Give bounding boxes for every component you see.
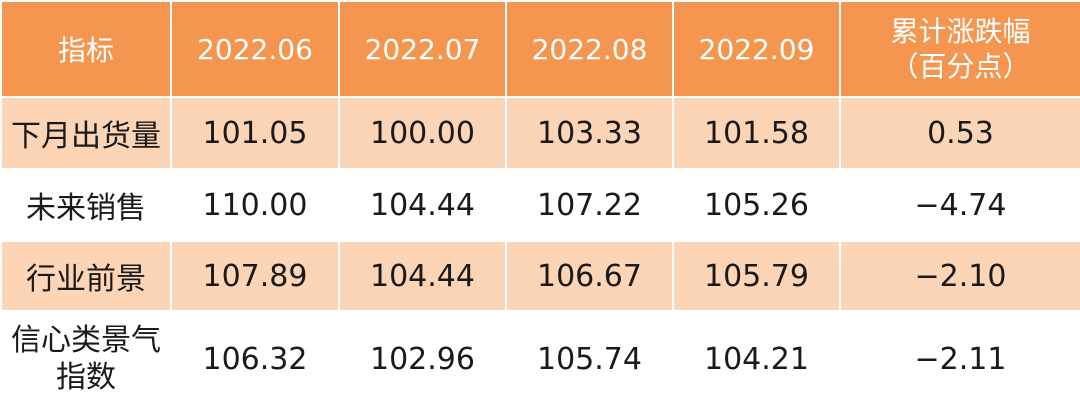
table-cell: 100.00: [338, 96, 507, 170]
header-row: 指标 2022.06 2022.07 2022.08 2022.09 累计涨跌幅…: [0, 0, 1080, 98]
table-cell-cumulative: −2.10: [839, 240, 1080, 312]
row-label: 行业前景: [0, 240, 172, 312]
header-cumulative-change: 累计涨跌幅 （百分点）: [839, 0, 1080, 98]
table-cell-cumulative: −4.74: [839, 168, 1080, 242]
row-label-line2: 指数: [56, 360, 116, 395]
header-month: 2022.06: [170, 0, 340, 98]
header-indicator: 指标: [0, 0, 172, 98]
table-row: 行业前景 107.89 104.44 106.67 105.79 −2.10: [0, 240, 1080, 312]
row-label: 信心类景气 指数: [0, 310, 172, 408]
header-cumulative-line2: （百分点）: [890, 50, 1031, 83]
row-label: 未来销售: [0, 168, 172, 242]
table-row: 信心类景气 指数 106.32 102.96 105.74 104.21 −2.…: [0, 310, 1080, 408]
row-label-line1: 信心类景气: [11, 322, 161, 358]
table-cell: 101.05: [170, 96, 340, 170]
header-month: 2022.09: [672, 0, 841, 98]
table-cell: 105.74: [505, 310, 674, 408]
table-cell: 106.32: [170, 310, 340, 408]
table-cell: 101.58: [672, 96, 841, 170]
header-month: 2022.08: [505, 0, 674, 98]
header-cumulative-line1: 累计涨跌幅: [890, 15, 1031, 48]
table-row: 未来销售 110.00 104.44 107.22 105.26 −4.74: [0, 168, 1080, 242]
table-cell-cumulative: 0.53: [839, 96, 1080, 170]
table-cell: 103.33: [505, 96, 674, 170]
table-cell: 105.79: [672, 240, 841, 312]
table-cell: 106.67: [505, 240, 674, 312]
table-row: 下月出货量 101.05 100.00 103.33 101.58 0.53: [0, 96, 1080, 170]
table-cell: 107.89: [170, 240, 340, 312]
table-cell: 104.44: [338, 168, 507, 242]
table-cell: 104.44: [338, 240, 507, 312]
header-month: 2022.07: [338, 0, 507, 98]
table-cell: 105.26: [672, 168, 841, 242]
table-cell: 104.21: [672, 310, 841, 408]
table-cell: 102.96: [338, 310, 507, 408]
table-cell: 110.00: [170, 168, 340, 242]
table-cell: 107.22: [505, 168, 674, 242]
row-label: 下月出货量: [0, 96, 172, 170]
table-cell-cumulative: −2.11: [839, 310, 1080, 408]
